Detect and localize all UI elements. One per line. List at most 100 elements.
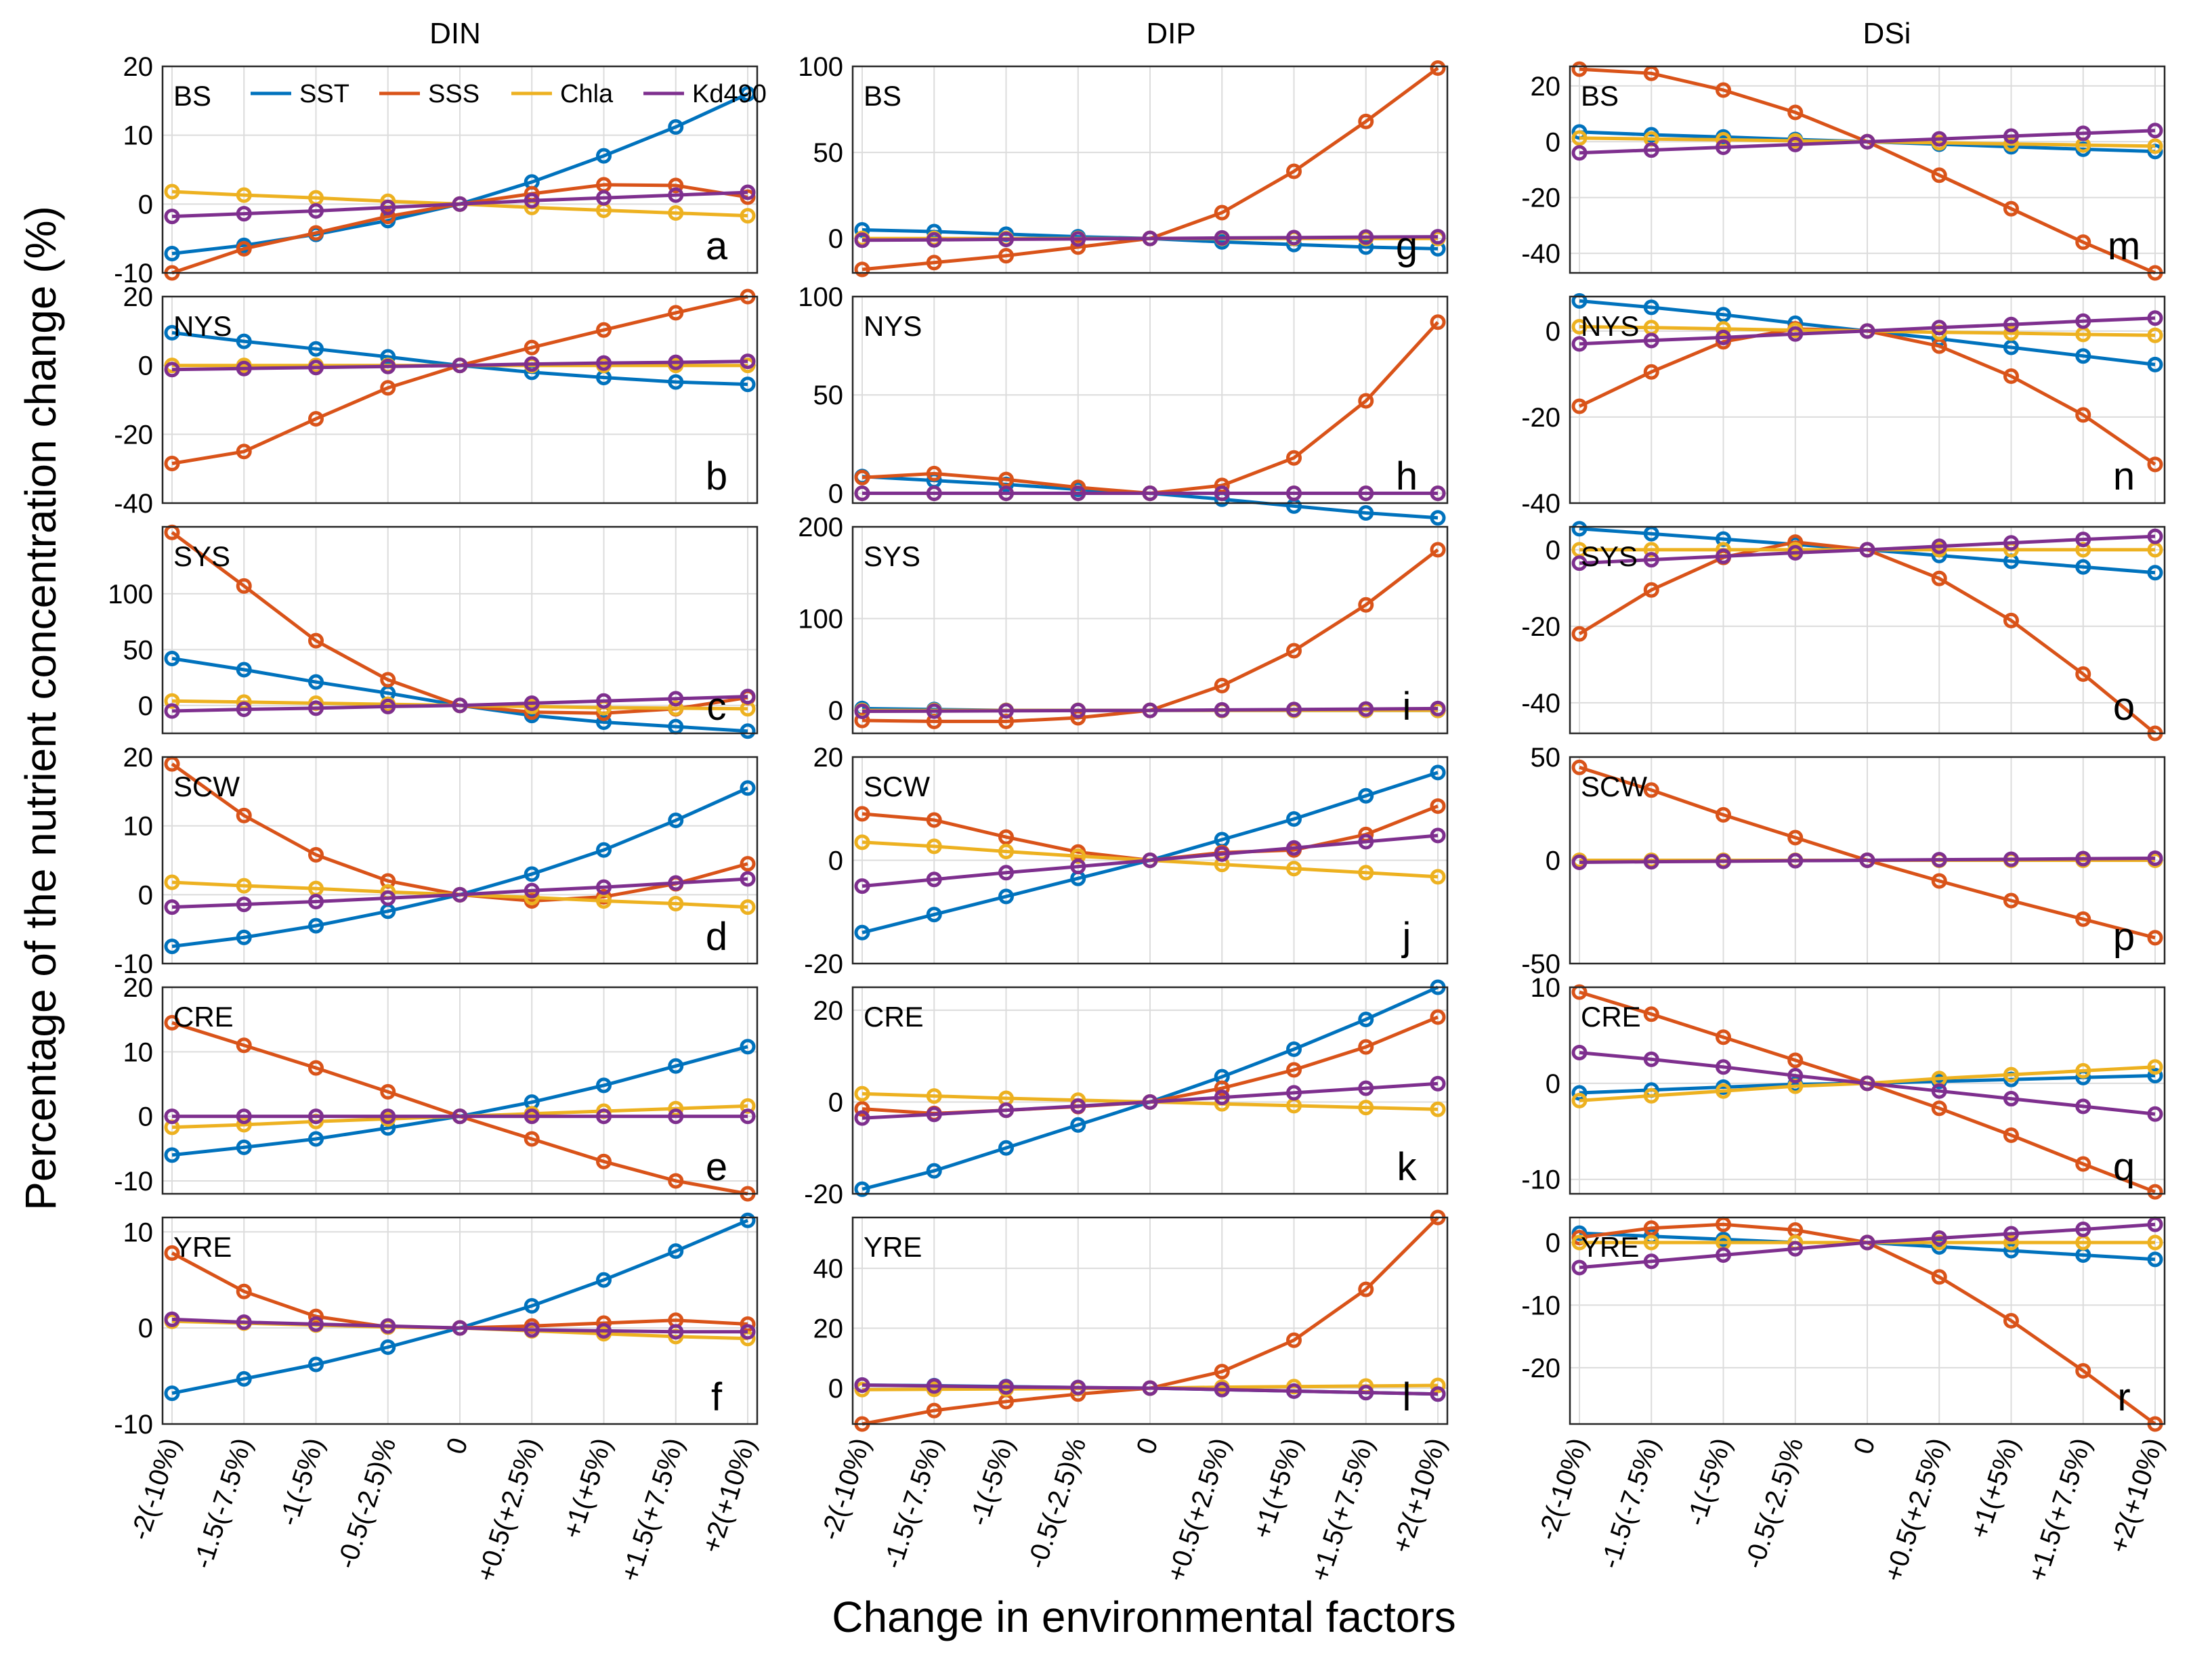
data-point-sss [926,465,942,481]
y-tick-label: 10 [123,1217,154,1247]
data-point-sss [1931,1100,1947,1117]
data-point-kd490 [1286,840,1302,856]
data-point-kd490 [1643,552,1659,568]
data-point-sst [740,780,756,796]
data-point-kd490 [1070,702,1086,718]
data-point-sst [2075,559,2091,575]
data-point-sss [1214,1080,1230,1096]
data-point-sss [1931,1269,1947,1285]
data-point-kd490 [854,1110,870,1126]
panel-frame [1569,986,2166,1195]
data-point-kd490 [524,882,540,899]
data-point-sst [668,1243,684,1259]
data-point-chla [668,700,684,716]
data-point-sss [236,578,252,594]
data-point-kd490 [308,1108,324,1125]
data-point-kd490 [926,1106,942,1123]
data-point-sss [1286,163,1302,179]
panels: -1001020BSa-40-20020NYSb050100SYSc-10010… [108,52,2169,1585]
data-point-kd490 [1430,700,1446,716]
panel-frame [851,986,1449,1195]
data-point-sss [308,632,324,649]
data-point-sst [524,1298,540,1314]
data-point-sst [1358,239,1374,255]
panel-r: -20 -10 0 YRE r -2(-10%) -1.5(-7.5%) -1(-5%) -0.… [1521,1216,2169,1585]
data-point-kd490 [164,1108,180,1125]
data-point-kd490 [164,703,180,719]
panel-frame [1569,756,2166,965]
data-point-sss [1286,450,1302,466]
data-point-kd490 [308,1316,324,1332]
y-tick-label: 20 [1531,72,1561,102]
data-point-chla [2147,138,2163,154]
data-point-sst [164,651,180,667]
data-point-chla [1643,542,1659,558]
column-title-dip: DIP [1146,17,1195,50]
region-label: SCW [1581,771,1647,802]
data-point-sst [740,1212,756,1228]
data-point-sss [308,410,324,427]
data-point-kd490 [668,1324,684,1340]
data-point-sss [668,177,684,194]
data-point-kd490 [854,703,870,719]
data-point-kd490 [1286,230,1302,246]
data-point-kd490 [1070,485,1086,501]
y-tick-label: 200 [798,513,843,542]
data-point-sss [236,444,252,460]
data-point-kd490 [1787,1241,1804,1257]
data-point-kd490 [1643,1051,1659,1067]
panel-n: -40 -20 0 NYS n [1521,293,2166,519]
y-tick-label: 0 [138,1102,153,1132]
panel-p: -50 0 50 SCW p [1521,743,2166,979]
data-point-sss [998,829,1014,845]
data-point-sst [236,662,252,678]
data-point-sss [2003,200,2019,217]
data-point-chla [236,187,252,203]
x-tick-label: +1.5(+7.5%) [615,1434,689,1585]
data-point-sst [2147,565,2163,581]
data-point-kd490 [740,353,756,370]
data-point-sss [2075,1362,2091,1379]
x-tick-label: +0.5(+2.5%) [471,1434,546,1585]
data-point-kd490 [2147,123,2163,139]
region-label: NYS [864,310,922,342]
data-point-sss [2075,911,2091,927]
panel-frame [161,525,759,735]
data-point-sst [2075,348,2091,364]
panel-frame [161,1216,759,1425]
data-point-sss [2075,234,2091,251]
data-point-sst [380,1339,396,1356]
series-line-kd490 [171,695,748,713]
y-tick-label: 20 [123,743,154,773]
data-point-sss [1787,104,1804,121]
data-point-chla [2003,1234,2019,1251]
panel-frame [851,1216,1449,1425]
panel-c: 0 50 100 SYS c [108,524,759,739]
data-point-kd490 [164,899,180,915]
data-point-kd490 [668,875,684,891]
data-point-kd490 [596,190,612,206]
data-point-sst [164,1147,180,1163]
data-point-kd490 [452,1320,468,1336]
data-point-chla [2003,136,2019,152]
data-point-kd490 [236,360,252,376]
data-point-kd490 [1931,131,1947,147]
data-point-sst [1358,1011,1374,1027]
data-point-sst [2003,339,2019,355]
data-point-kd490 [998,865,1014,881]
region-label: SCW [173,771,240,802]
x-tick-label: -1.5(-7.5%) [1595,1434,1665,1572]
legend-label-kd490: Kd490 [692,80,767,108]
y-tick-label: 20 [123,973,154,1003]
x-tick-label: +0.5(+2.5%) [1879,1434,1953,1585]
data-point-kd490 [1214,846,1230,862]
data-point-kd490 [1931,852,1947,868]
data-point-kd490 [740,1108,756,1125]
data-point-sst [1286,811,1302,827]
x-tick-label: -0.5(-2.5)% [1022,1434,1092,1572]
data-point-sss [668,1173,684,1189]
data-point-sst [1571,293,1588,309]
panel-frame [1569,1216,2166,1425]
y-tick-label: 100 [798,52,843,82]
y-tick-label: -50 [1521,949,1560,979]
